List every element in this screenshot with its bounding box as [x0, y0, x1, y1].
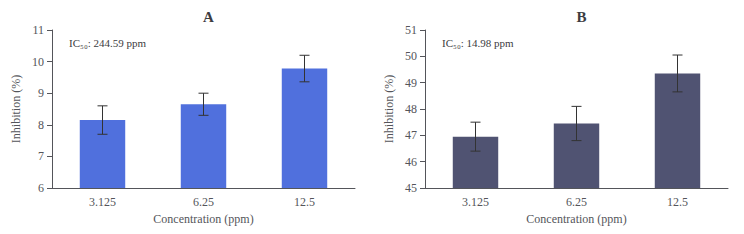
- svg-text:48: 48: [405, 102, 417, 116]
- svg-text:49: 49: [405, 76, 417, 90]
- svg-text:Inhibition (%): Inhibition (%): [9, 75, 23, 143]
- svg-text:7: 7: [38, 149, 44, 163]
- svg-text:Concentration (ppm): Concentration (ppm): [526, 212, 626, 226]
- svg-text:47: 47: [405, 128, 417, 142]
- svg-text:8: 8: [38, 118, 44, 132]
- svg-text:3.125: 3.125: [89, 195, 116, 209]
- svg-text:10: 10: [32, 55, 44, 69]
- svg-text:12.5: 12.5: [294, 195, 315, 209]
- svg-text:A: A: [203, 9, 214, 25]
- svg-text:46: 46: [405, 155, 417, 169]
- svg-text:Inhibition (%): Inhibition (%): [382, 75, 396, 143]
- svg-text:3.125: 3.125: [462, 195, 489, 209]
- svg-text:6.25: 6.25: [566, 195, 587, 209]
- svg-text:IC₅₀: 14.98 ppm: IC₅₀: 14.98 ppm: [442, 37, 514, 49]
- svg-text:9: 9: [38, 86, 44, 100]
- svg-text:51: 51: [405, 23, 417, 37]
- svg-text:Concentration (ppm): Concentration (ppm): [153, 212, 253, 226]
- svg-text:12.5: 12.5: [667, 195, 688, 209]
- svg-text:50: 50: [405, 49, 417, 63]
- svg-text:45: 45: [405, 181, 417, 195]
- svg-text:IC₅₀: 244.59 ppm: IC₅₀: 244.59 ppm: [69, 37, 146, 49]
- svg-text:6.25: 6.25: [193, 195, 214, 209]
- svg-text:6: 6: [38, 181, 44, 195]
- svg-text:B: B: [576, 9, 586, 25]
- svg-text:11: 11: [32, 23, 44, 37]
